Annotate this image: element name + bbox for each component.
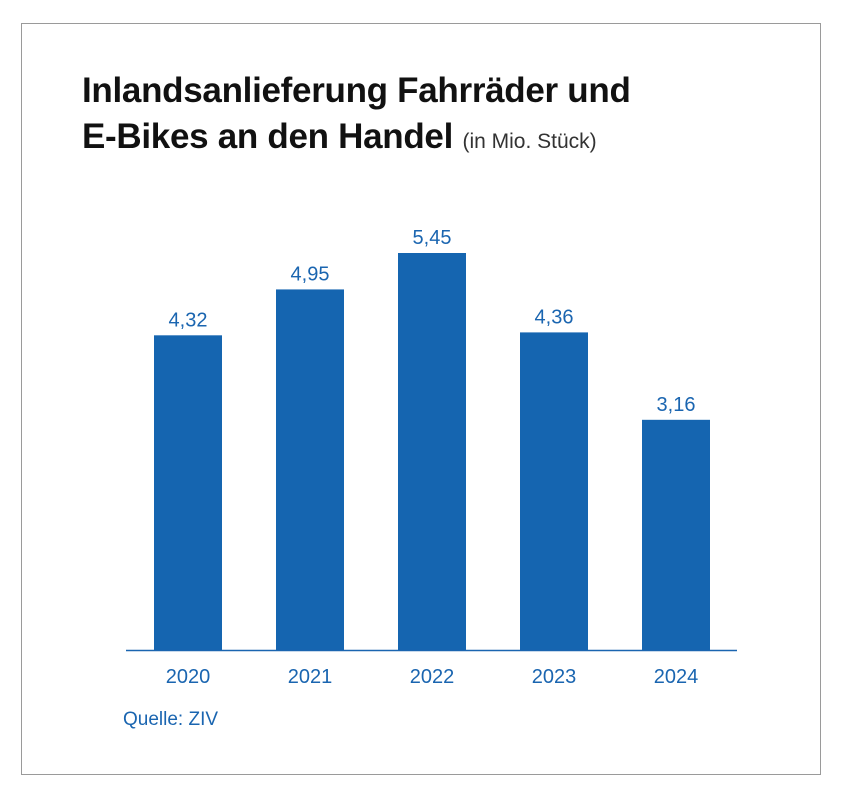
title-unit: (in Mio. Stück) [462, 130, 597, 153]
chart-title: Inlandsanlieferung Fahrräder und E-Bikes… [82, 68, 782, 165]
x-tick-label-2022: 2022 [410, 666, 455, 688]
title-line-2: E-Bikes an den Handel (in Mio. Stück) [82, 114, 782, 165]
data-label-2021: 4,95 [291, 263, 330, 285]
x-tick-label-2023: 2023 [532, 666, 577, 688]
bar-2024 [642, 419, 710, 650]
x-tick-label-2024: 2024 [654, 666, 699, 688]
x-tick-label-2021: 2021 [288, 666, 333, 688]
data-label-2020: 4,32 [169, 309, 208, 331]
bar-2020 [154, 335, 222, 650]
bar-2023 [520, 332, 588, 650]
bar-2021 [276, 289, 344, 650]
data-label-2022: 5,45 [413, 227, 452, 249]
bar-2022 [398, 253, 466, 650]
source-note: Quelle: ZIV [123, 709, 219, 730]
title-line-2-text: E-Bikes an den Handel [82, 117, 454, 156]
title-line-1: Inlandsanlieferung Fahrräder und [82, 71, 631, 110]
data-label-2023: 4,36 [535, 306, 574, 328]
x-tick-label-2020: 2020 [166, 666, 211, 688]
data-label-2024: 3,16 [657, 394, 696, 416]
